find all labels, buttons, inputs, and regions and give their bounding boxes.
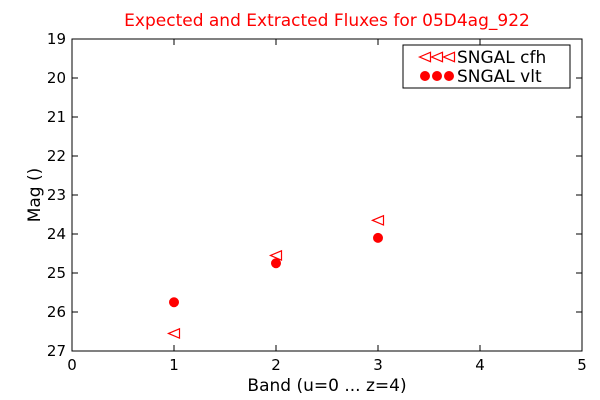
x-tick-label: 4 xyxy=(475,356,485,374)
legend-label: SNGAL vlt xyxy=(457,67,542,87)
data-point-vlt xyxy=(373,232,383,243)
y-tick-label: 23 xyxy=(47,186,66,204)
y-tick-label: 21 xyxy=(47,108,66,126)
data-point-cfh xyxy=(268,249,283,262)
x-tick-label: 1 xyxy=(169,356,179,374)
y-tick-label: 24 xyxy=(47,225,66,243)
y-axis: 19 20 21 22 23 24 25 26 27 xyxy=(47,30,582,360)
legend-marker-vlt xyxy=(420,71,430,81)
x-tick-label: 3 xyxy=(373,356,383,374)
data-point-vlt xyxy=(169,297,179,308)
x-tick-label: 5 xyxy=(577,356,587,374)
legend-marker-vlt xyxy=(432,71,442,81)
y-tick-label: 27 xyxy=(47,342,66,360)
x-axis-label: Band (u=0 ... z=4) xyxy=(247,376,406,396)
y-tick-label: 22 xyxy=(47,147,66,165)
data-point-vlt xyxy=(271,258,281,269)
legend-label: SNGAL cfh xyxy=(457,48,546,68)
x-tick-label: 2 xyxy=(271,356,281,374)
x-axis: 0 1 2 3 4 5 xyxy=(67,39,587,374)
y-tick-label: 20 xyxy=(47,69,66,87)
y-tick-label: 26 xyxy=(47,303,66,321)
legend-marker-vlt xyxy=(444,71,454,81)
x-tick-label: 0 xyxy=(67,356,77,374)
legend-marker-cfh xyxy=(441,51,456,63)
y-tick-label: 19 xyxy=(47,30,66,48)
data-point-cfh xyxy=(166,327,181,340)
chart-title: Expected and Extracted Fluxes for 05D4ag… xyxy=(124,11,530,31)
data-point-cfh xyxy=(370,214,385,226)
y-axis-label: Mag () xyxy=(25,168,45,223)
plot-area xyxy=(166,214,385,340)
y-tick-label: 25 xyxy=(47,264,66,282)
